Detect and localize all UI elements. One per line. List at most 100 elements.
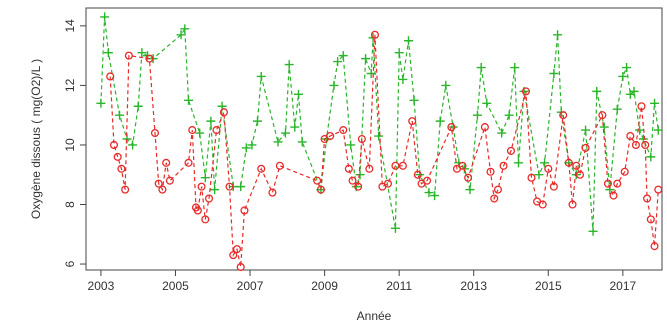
x-axis: 2003 2005 2007 2009 2011 2013 2015 2017 bbox=[88, 269, 637, 293]
data-point bbox=[631, 140, 640, 150]
data-point bbox=[476, 63, 486, 73]
x-axis-label: Année bbox=[357, 309, 392, 323]
data-point bbox=[398, 161, 407, 170]
data-point bbox=[598, 111, 607, 120]
series-layer bbox=[96, 12, 663, 272]
x-tick-label: 2011 bbox=[386, 279, 412, 293]
data-point bbox=[527, 173, 536, 182]
data-point bbox=[564, 158, 573, 167]
data-point bbox=[256, 71, 266, 81]
data-point bbox=[195, 128, 205, 138]
data-point bbox=[158, 185, 167, 194]
data-point bbox=[121, 185, 130, 194]
data-point bbox=[486, 167, 495, 176]
data-point bbox=[609, 191, 618, 200]
data-point bbox=[549, 182, 558, 191]
data-point bbox=[165, 176, 174, 185]
data-point bbox=[626, 131, 635, 141]
data-point bbox=[408, 117, 417, 126]
data-point bbox=[465, 185, 475, 195]
data-point bbox=[544, 164, 553, 173]
data-point bbox=[201, 215, 210, 224]
data-point bbox=[553, 30, 563, 40]
data-point bbox=[236, 182, 246, 192]
data-point bbox=[575, 170, 585, 179]
data-point bbox=[413, 170, 422, 179]
data-point bbox=[490, 194, 499, 203]
data-point bbox=[162, 158, 171, 167]
data-point bbox=[297, 137, 307, 147]
data-point bbox=[344, 164, 353, 173]
data-point bbox=[113, 152, 122, 161]
data-point bbox=[200, 173, 210, 183]
data-point bbox=[197, 182, 206, 191]
data-point bbox=[521, 87, 530, 96]
data-point bbox=[653, 125, 663, 135]
data-point bbox=[654, 185, 663, 194]
data-point bbox=[206, 116, 216, 126]
data-point bbox=[366, 69, 376, 78]
data-point bbox=[403, 36, 413, 46]
data-point bbox=[106, 72, 115, 81]
data-point bbox=[145, 54, 154, 63]
data-point bbox=[504, 110, 514, 120]
x-tick-label: 2003 bbox=[88, 279, 115, 293]
data-point bbox=[641, 140, 650, 150]
data-point bbox=[646, 215, 655, 224]
data-point bbox=[268, 188, 277, 197]
data-point bbox=[592, 86, 602, 96]
data-point bbox=[252, 116, 262, 126]
data-point bbox=[629, 86, 639, 96]
data-point bbox=[176, 30, 186, 40]
data-point bbox=[128, 140, 138, 150]
data-point bbox=[100, 12, 110, 22]
data-point bbox=[472, 110, 482, 120]
data-point bbox=[441, 80, 451, 90]
data-point bbox=[219, 108, 228, 117]
data-point bbox=[229, 251, 238, 260]
data-point bbox=[618, 71, 628, 81]
data-point bbox=[409, 95, 419, 105]
data-point bbox=[150, 128, 160, 138]
data-point bbox=[612, 104, 622, 114]
data-point bbox=[480, 123, 489, 132]
data-point bbox=[568, 200, 577, 209]
data-point bbox=[391, 161, 400, 170]
data-point bbox=[646, 152, 656, 162]
data-point bbox=[458, 161, 467, 170]
data-point bbox=[133, 101, 143, 111]
data-point bbox=[354, 182, 363, 191]
data-point bbox=[280, 128, 290, 138]
data-point bbox=[572, 161, 581, 170]
series-line bbox=[109, 34, 659, 268]
data-point bbox=[257, 164, 266, 173]
y-axis-label: Oxygène dissous ( mg(O2)/L ) bbox=[29, 59, 43, 219]
data-point bbox=[275, 161, 284, 170]
data-point bbox=[339, 126, 348, 135]
data-point bbox=[184, 95, 194, 105]
y-tick-label: 6 bbox=[63, 260, 77, 267]
data-point bbox=[497, 128, 507, 138]
data-point bbox=[232, 245, 242, 254]
y-tick-label: 8 bbox=[63, 201, 77, 208]
data-point bbox=[346, 140, 356, 150]
data-point bbox=[316, 185, 325, 194]
data-point bbox=[338, 51, 348, 61]
data-point bbox=[355, 170, 365, 180]
data-point bbox=[365, 164, 374, 173]
data-point bbox=[236, 262, 245, 272]
data-point bbox=[430, 191, 440, 201]
data-point bbox=[482, 98, 492, 108]
data-point bbox=[137, 48, 147, 58]
data-point bbox=[581, 125, 591, 135]
data-point bbox=[513, 158, 523, 168]
series-1 bbox=[106, 30, 663, 272]
data-point bbox=[313, 176, 322, 185]
data-point bbox=[506, 146, 516, 155]
data-point bbox=[650, 242, 659, 251]
data-point bbox=[370, 30, 379, 39]
y-tick-label: 14 bbox=[63, 19, 77, 33]
data-point bbox=[284, 60, 294, 70]
data-point bbox=[348, 176, 357, 185]
